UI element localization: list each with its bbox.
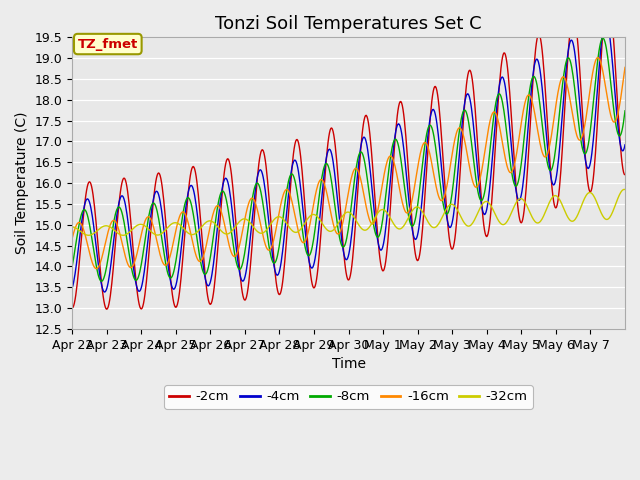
X-axis label: Time: Time (332, 357, 365, 371)
-4cm (406, 211, 414, 217)
Line: -4cm: -4cm (72, 20, 625, 292)
-32cm (263, 227, 271, 232)
Y-axis label: Soil Temperature (C): Soil Temperature (C) (15, 112, 29, 254)
-32cm (68, 224, 76, 230)
-16cm (236, 243, 243, 249)
-8cm (599, 36, 607, 41)
-2cm (284, 221, 291, 227)
-8cm (621, 108, 629, 114)
-8cm (284, 182, 291, 188)
-16cm (93, 266, 100, 272)
-16cm (594, 55, 602, 60)
-4cm (621, 142, 629, 148)
-32cm (437, 216, 445, 222)
-32cm (284, 222, 291, 228)
-2cm (406, 194, 414, 200)
-2cm (103, 306, 111, 312)
-16cm (68, 236, 76, 241)
Legend: -2cm, -4cm, -8cm, -16cm, -32cm: -2cm, -4cm, -8cm, -16cm, -32cm (164, 385, 533, 408)
Text: TZ_fmet: TZ_fmet (77, 37, 138, 50)
-8cm (98, 278, 106, 284)
Line: -32cm: -32cm (72, 190, 625, 235)
-16cm (263, 245, 271, 251)
-16cm (621, 64, 629, 70)
-4cm (437, 162, 445, 168)
-4cm (284, 199, 291, 204)
-2cm (134, 293, 141, 299)
-8cm (134, 276, 141, 281)
-4cm (134, 287, 141, 293)
-8cm (236, 266, 243, 272)
-8cm (406, 220, 414, 226)
-4cm (68, 285, 76, 291)
-2cm (236, 264, 243, 270)
Line: -16cm: -16cm (72, 58, 625, 269)
-2cm (68, 305, 76, 311)
-16cm (406, 205, 414, 211)
-32cm (236, 219, 243, 225)
-4cm (236, 269, 243, 275)
-32cm (406, 211, 414, 217)
-2cm (263, 170, 271, 176)
-32cm (621, 187, 629, 192)
-16cm (284, 187, 291, 193)
-4cm (602, 17, 610, 23)
-4cm (263, 200, 271, 206)
Line: -2cm: -2cm (72, 0, 625, 309)
-2cm (437, 130, 445, 135)
-32cm (120, 232, 127, 238)
-8cm (68, 264, 76, 269)
-32cm (620, 187, 628, 192)
Line: -8cm: -8cm (72, 38, 625, 281)
-8cm (263, 228, 271, 234)
-16cm (134, 248, 141, 253)
-4cm (100, 289, 108, 295)
-2cm (621, 172, 629, 178)
-8cm (437, 189, 445, 194)
-16cm (437, 198, 445, 204)
-32cm (134, 222, 141, 228)
Title: Tonzi Soil Temperatures Set C: Tonzi Soil Temperatures Set C (215, 15, 482, 33)
